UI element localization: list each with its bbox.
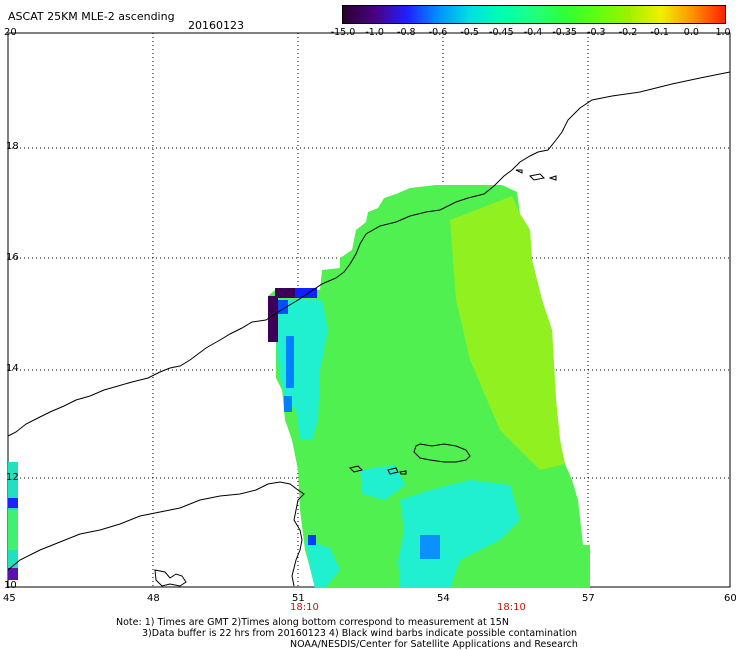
note-line-1: Note: 1) Times are GMT 2)Times along bot… bbox=[116, 617, 509, 628]
swath-blue-5 bbox=[308, 535, 316, 545]
islet-2 bbox=[387, 467, 399, 475]
swath-purple-block bbox=[268, 296, 278, 342]
socotra-island bbox=[413, 443, 471, 463]
colorbar-segment bbox=[533, 6, 566, 23]
scatterometer-swath bbox=[8, 185, 590, 588]
map-title: ASCAT 25KM MLE-2 ascending bbox=[8, 10, 175, 23]
swath-edge-blue-1 bbox=[8, 498, 18, 508]
african-coast bbox=[7, 481, 305, 587]
lon-label-45: 45 bbox=[3, 593, 16, 604]
swath-blue-4 bbox=[420, 535, 440, 559]
swath-blue-top bbox=[295, 288, 317, 298]
colorbar-segment bbox=[438, 6, 471, 23]
colorbar-segment bbox=[565, 6, 598, 23]
swath-edge-green bbox=[8, 510, 18, 550]
colorbar-segment bbox=[374, 6, 407, 23]
swath-cyan-sw bbox=[305, 540, 340, 588]
arabian-coast bbox=[7, 71, 731, 437]
lon-label-60: 60 bbox=[724, 593, 737, 604]
note-line-3: NOAA/NESDIS/Center for Satellite Applica… bbox=[290, 639, 578, 650]
lon-label-51: 51 bbox=[292, 593, 305, 604]
colorbar-segment bbox=[597, 6, 630, 23]
lon-label-48: 48 bbox=[147, 593, 160, 604]
swath-cyan-west bbox=[276, 300, 328, 440]
swath-cyan-south bbox=[398, 480, 520, 588]
colorbar-segment bbox=[629, 6, 662, 23]
colorbar-segment bbox=[661, 6, 694, 23]
islet-6 bbox=[515, 169, 523, 174]
islet-1 bbox=[349, 465, 363, 473]
lat-label-14: 14 bbox=[6, 363, 19, 374]
islet-5 bbox=[548, 175, 557, 181]
lon-label-57: 57 bbox=[582, 593, 595, 604]
colorbar-segment bbox=[470, 6, 503, 23]
swath-edge-purple bbox=[8, 568, 18, 580]
swath-purple-top bbox=[275, 288, 295, 298]
map-date: 20160123 bbox=[188, 19, 244, 32]
colorbar-segment bbox=[406, 6, 439, 23]
colorbar-segment bbox=[343, 6, 375, 23]
lat-label-20: 20 bbox=[4, 27, 17, 38]
lat-label-12: 12 bbox=[6, 472, 19, 483]
time-label-2: 18:10 bbox=[497, 602, 526, 613]
swath-blue-1 bbox=[278, 300, 288, 314]
swath-cyan-mid bbox=[360, 465, 405, 500]
somali-islets bbox=[154, 569, 187, 587]
time-label-1: 18:10 bbox=[290, 602, 319, 613]
swath-east bbox=[450, 196, 565, 470]
colorbar bbox=[342, 5, 726, 24]
lat-label-18: 18 bbox=[6, 141, 19, 152]
note-line-2: 3)Data buffer is 22 hrs from 20160123 4)… bbox=[142, 628, 578, 639]
lon-label-54: 54 bbox=[437, 593, 450, 604]
colorbar-segment bbox=[502, 6, 534, 23]
islet-3 bbox=[399, 470, 407, 475]
islet-4 bbox=[528, 173, 546, 181]
lat-label-10: 10 bbox=[4, 580, 17, 591]
swath-blue-2 bbox=[286, 336, 294, 388]
swath-blue-3 bbox=[284, 396, 292, 412]
coastline bbox=[7, 71, 731, 587]
colorbar-segment bbox=[693, 6, 725, 23]
lat-label-16: 16 bbox=[6, 252, 19, 263]
